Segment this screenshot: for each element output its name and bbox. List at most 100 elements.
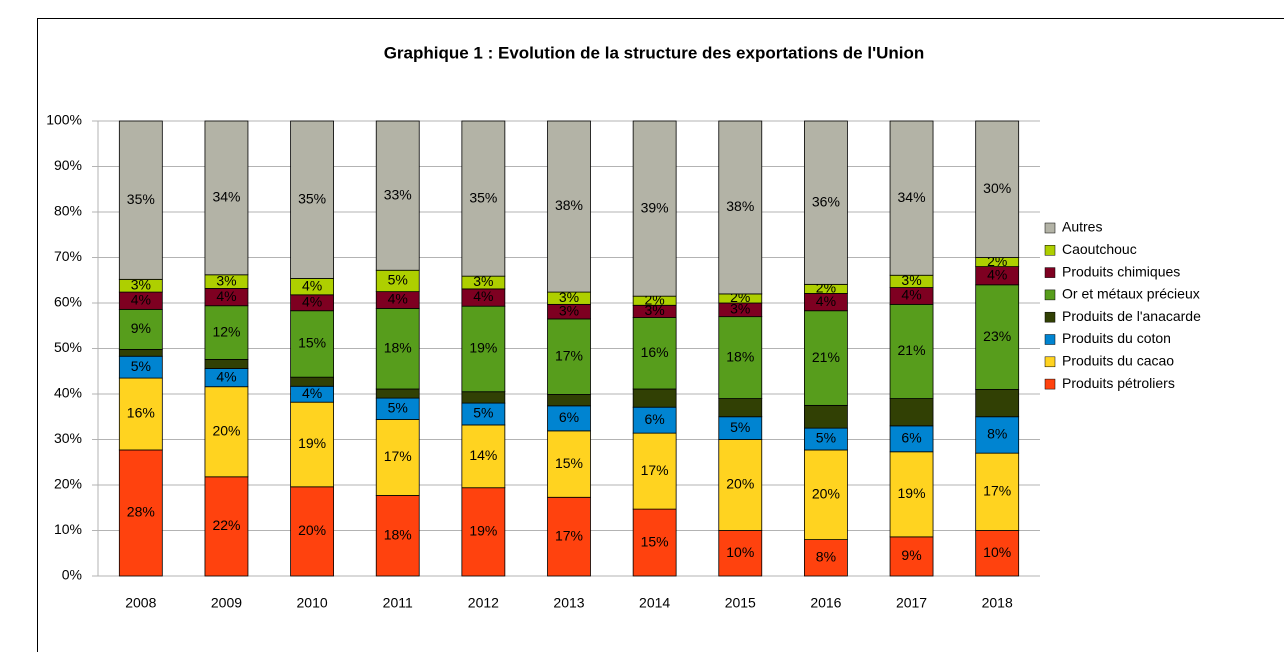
x-tick-label: 2018 xyxy=(982,595,1013,611)
data-label: 4% xyxy=(816,293,836,309)
data-label: 3% xyxy=(216,272,236,288)
data-label: 34% xyxy=(212,189,240,205)
bar-segment xyxy=(204,476,249,577)
data-label: 17% xyxy=(555,347,583,363)
bar-segment xyxy=(632,508,677,577)
data-label: 5% xyxy=(816,430,836,446)
bar-segment xyxy=(804,539,848,577)
bar-segment xyxy=(718,398,763,418)
data-label: 35% xyxy=(298,190,326,206)
data-label: 20% xyxy=(812,485,840,501)
bar-segment xyxy=(975,120,1020,258)
legend-label: Produits pétroliers xyxy=(1062,375,1175,391)
bar-segment xyxy=(118,449,163,577)
data-label: 9% xyxy=(131,320,151,336)
data-label: 5% xyxy=(131,358,151,374)
y-tick-label: 70% xyxy=(54,248,82,264)
bar-segment xyxy=(804,310,848,406)
data-label: 35% xyxy=(469,189,497,205)
data-label: 10% xyxy=(726,544,754,560)
bar-segment xyxy=(461,305,506,393)
legend-label: Produits chimiques xyxy=(1062,263,1180,279)
bar-segment xyxy=(118,349,163,357)
bar-segment xyxy=(718,530,763,577)
data-label: 39% xyxy=(641,199,669,215)
data-label: 15% xyxy=(555,455,583,471)
y-tick-label: 90% xyxy=(54,157,82,173)
legend-label: Autres xyxy=(1062,219,1102,235)
bar-segment xyxy=(547,318,591,395)
bar-segment xyxy=(290,376,334,387)
x-tick-label: 2012 xyxy=(468,595,499,611)
bar-segment xyxy=(375,120,420,271)
data-label: 3% xyxy=(559,289,579,305)
data-label: 34% xyxy=(898,189,926,205)
y-tick-label: 0% xyxy=(62,567,82,583)
bar-segment xyxy=(118,308,163,350)
data-label: 4% xyxy=(901,287,921,303)
bar-segment xyxy=(718,120,763,295)
data-label: 4% xyxy=(131,291,151,307)
data-label: 9% xyxy=(901,547,921,563)
bar-segment xyxy=(889,398,934,427)
data-label: 17% xyxy=(555,527,583,543)
data-label: 28% xyxy=(127,504,155,520)
data-label: 3% xyxy=(131,276,151,292)
bar-segment xyxy=(290,310,334,378)
chart-title: Graphique 1 : Evolution de la structure … xyxy=(384,43,925,62)
legend-swatch xyxy=(1044,222,1056,234)
legend-swatch xyxy=(1044,311,1056,323)
x-tick-label: 2017 xyxy=(896,595,927,611)
bar-segment xyxy=(975,452,1020,531)
legend-swatch xyxy=(1044,378,1056,390)
data-label: 17% xyxy=(983,483,1011,499)
data-label: 3% xyxy=(645,302,665,318)
bar-segment xyxy=(632,406,677,434)
bar-segment xyxy=(204,120,249,276)
data-label: 5% xyxy=(388,272,408,288)
x-tick-label: 2013 xyxy=(553,595,584,611)
bar-segment xyxy=(375,308,420,390)
data-label: 19% xyxy=(469,340,497,356)
legend-label: Or et métaux précieux xyxy=(1062,286,1200,302)
bar-segment xyxy=(889,536,934,577)
data-label: 21% xyxy=(812,349,840,365)
bar-segment xyxy=(547,394,591,407)
data-label: 30% xyxy=(983,180,1011,196)
data-label: 36% xyxy=(812,193,840,209)
data-label: 20% xyxy=(726,476,754,492)
data-label: 4% xyxy=(302,293,322,309)
data-label: 16% xyxy=(641,344,669,360)
data-label: 16% xyxy=(127,405,155,421)
data-label: 6% xyxy=(901,430,921,446)
data-label: 4% xyxy=(473,288,493,304)
data-label: 10% xyxy=(983,544,1011,560)
data-label: 19% xyxy=(298,435,326,451)
data-label: 8% xyxy=(987,426,1007,442)
data-label: 21% xyxy=(898,342,926,358)
bar-segment xyxy=(889,303,934,399)
data-label: 4% xyxy=(302,385,322,401)
legend-swatch xyxy=(1044,245,1056,256)
x-tick-label: 2015 xyxy=(725,595,756,611)
data-label: 38% xyxy=(555,197,583,213)
data-label: 14% xyxy=(469,447,497,463)
data-label: 8% xyxy=(816,549,836,565)
data-label: 23% xyxy=(983,328,1011,344)
bar-segment xyxy=(632,317,677,390)
bar-segment xyxy=(804,120,848,285)
x-tick-label: 2016 xyxy=(810,595,841,611)
bar-segment xyxy=(461,120,506,277)
data-label: 4% xyxy=(388,291,408,307)
data-label: 18% xyxy=(384,339,412,355)
data-label: 19% xyxy=(469,523,497,539)
y-tick-label: 20% xyxy=(54,476,82,492)
bar-segment xyxy=(204,305,249,360)
legend-label: Produits du coton xyxy=(1062,330,1171,346)
data-label: 22% xyxy=(212,517,240,533)
bar-segment xyxy=(889,425,934,453)
bar-segment xyxy=(118,120,163,280)
data-label: 5% xyxy=(388,399,408,415)
